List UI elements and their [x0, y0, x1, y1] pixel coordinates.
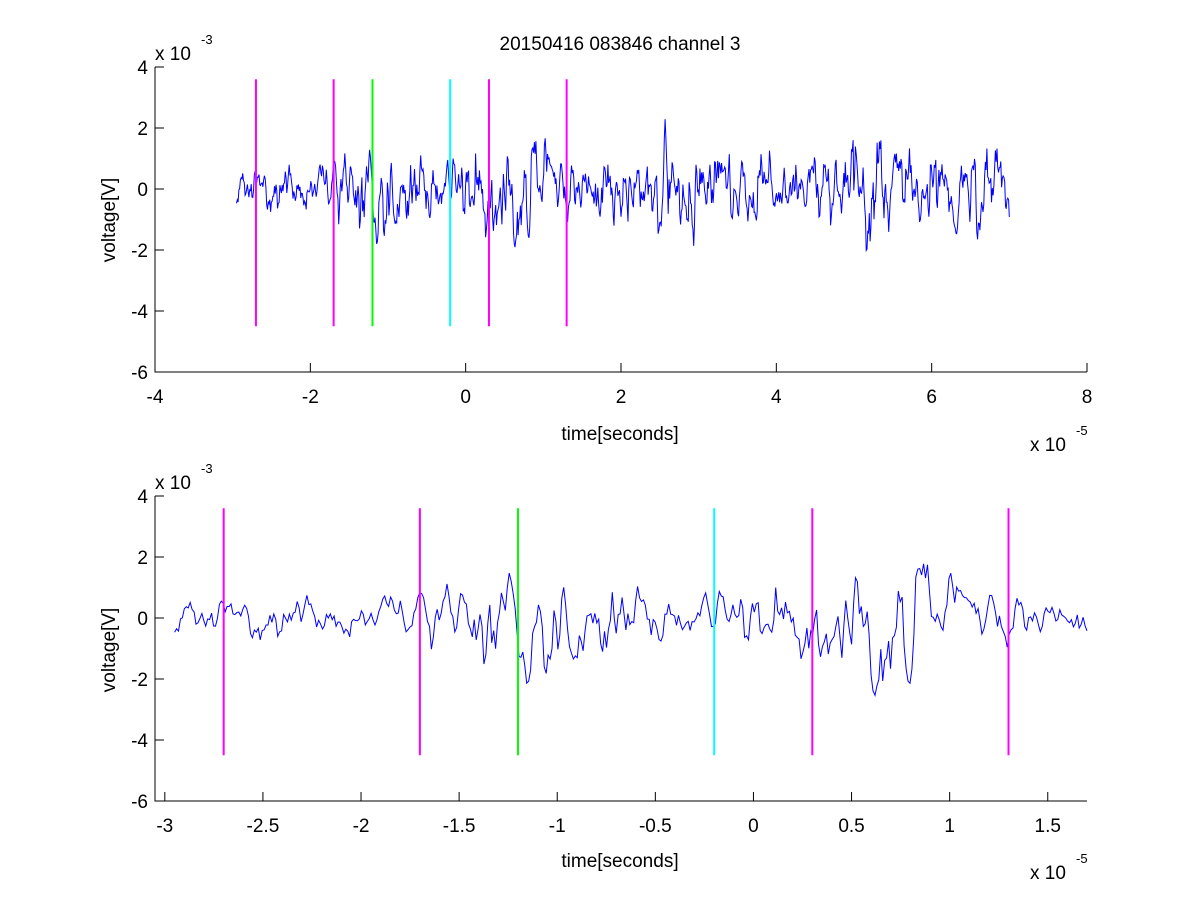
top-x-tick-label-0: -4 — [147, 387, 164, 408]
top-x-exponent-base: x 10 — [1030, 435, 1066, 456]
bottom-y-tick-label-2: -2 — [131, 670, 148, 691]
top-y-tick-label-3: 0 — [137, 180, 148, 201]
bottom-x-tick-label-2: -2 — [353, 816, 370, 837]
bottom-x-tick-label-0: -3 — [156, 816, 173, 837]
bottom-x-exponent-base: x 10 — [1030, 863, 1066, 884]
top-trace-layer — [236, 119, 1010, 253]
bottom-x-tick-label-4: -1 — [549, 816, 566, 837]
top-x-axis-label: time[seconds] — [561, 424, 678, 445]
bottom-y-axis-label: voltage[V] — [99, 608, 120, 693]
top-y-axis-label: voltage[V] — [99, 178, 120, 263]
bottom-y-tick-label-4: 2 — [137, 548, 148, 569]
chart-title: 20150416 083846 channel 3 — [500, 34, 741, 55]
top-x-tick-label-2: 0 — [460, 387, 471, 408]
bottom-plot: -3 -2.5 -2 -1.5 -1 -0.5 0 0.5 1 1.5 -6 -4 -2 0 2 4 x 10… — [99, 461, 1088, 884]
top-x-tick-label-4: 4 — [771, 387, 782, 408]
top-y-tick-label-0: -6 — [131, 363, 148, 384]
bottom-x-tick-label-1: -2.5 — [247, 816, 280, 837]
top-plot: -4 -2 0 2 4 6 8 -6 -4 -2 0 2 4 x 10 -3 x 10 -5 time[… — [99, 32, 1092, 456]
top-axes-box — [154, 67, 1087, 373]
bottom-x-tick-label-7: 0.5 — [838, 816, 864, 837]
top-x-tick-label-5: 6 — [926, 387, 937, 408]
top-y-exponent-base: x 10 — [155, 44, 191, 65]
bottom-x-tick-label-5: -0.5 — [639, 816, 672, 837]
bottom-y-tick-label-3: 0 — [137, 609, 148, 630]
bottom-x-exponent: -5 — [1076, 851, 1088, 866]
bottom-axes-box — [154, 496, 1087, 802]
top-y-tick-label-1: -4 — [131, 302, 148, 323]
top-x-tick-label-3: 2 — [616, 387, 627, 408]
bottom-x-tick-label-6: 0 — [748, 816, 759, 837]
bottom-marker-layer — [222, 508, 1010, 756]
top-x-tick-label-6: 8 — [1082, 387, 1093, 408]
bottom-y-exponent: -3 — [201, 461, 213, 476]
bottom-y-tick-label-0: -6 — [131, 792, 148, 813]
bottom-x-tick-label-9: 1.5 — [1035, 816, 1061, 837]
top-y-tick-label-2: -2 — [131, 241, 148, 262]
bottom-y-tick-label-5: 4 — [137, 487, 148, 508]
top-marker-layer — [254, 79, 568, 327]
bottom-signal-line-0 — [174, 563, 1088, 697]
bottom-x-tick-label-3: -1.5 — [443, 816, 476, 837]
bottom-trace-layer — [174, 563, 1088, 697]
top-y-tick-label-5: 4 — [137, 58, 148, 79]
top-signal-line-0 — [236, 119, 1010, 253]
bottom-tick-layer: -3 -2.5 -2 -1.5 -1 -0.5 0 0.5 1 1.5 -6 -4 -2 0 2 4 — [131, 487, 1061, 837]
bottom-x-tick-label-8: 1 — [944, 816, 955, 837]
bottom-y-tick-label-1: -4 — [131, 731, 148, 752]
bottom-x-axis-label: time[seconds] — [561, 851, 678, 872]
top-tick-layer: -4 -2 0 2 4 6 8 -6 -4 -2 0 2 4 — [131, 58, 1092, 408]
top-y-exponent: -3 — [201, 32, 213, 47]
bottom-y-exponent-base: x 10 — [155, 473, 191, 494]
top-x-exponent: -5 — [1076, 423, 1088, 438]
top-x-tick-label-1: -2 — [302, 387, 319, 408]
top-y-tick-label-4: 2 — [137, 119, 148, 140]
